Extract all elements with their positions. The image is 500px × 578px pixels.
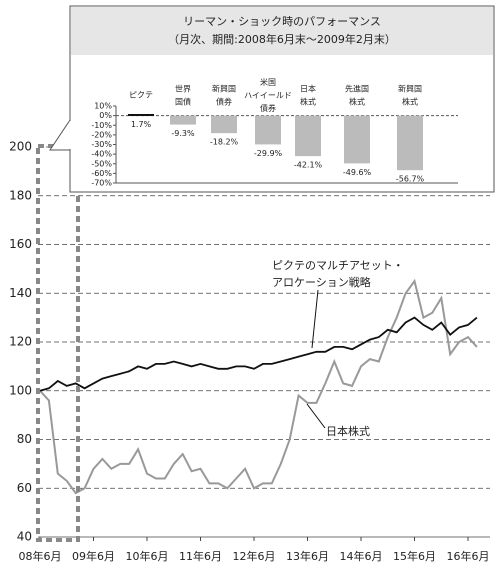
value-label: -56.7% (396, 175, 425, 184)
value-label: 1.7% (131, 120, 152, 129)
y-tick-label: -10% (91, 121, 112, 130)
bar (128, 113, 154, 116)
category-label: 世界国債 (175, 83, 191, 106)
series-annotation: 日本株式 (326, 424, 370, 438)
bar (255, 115, 281, 145)
y-tick-label: 140 (9, 286, 32, 300)
y-tick-label: -50% (91, 159, 112, 168)
inset-subtitle: （月次、期間:2008年6月末〜2009年2月末） (168, 32, 396, 46)
y-tick-label: -60% (91, 169, 112, 178)
y-tick-label: 40 (17, 530, 32, 544)
y-tick-label: 160 (9, 237, 32, 251)
value-label: -29.9% (254, 149, 283, 158)
y-tick-label: 100 (9, 383, 32, 397)
annotation-leader (311, 289, 319, 349)
y-tick-label: -20% (91, 130, 112, 139)
category-label: ピクテ (129, 91, 153, 100)
category-label: 先進国株式 (345, 83, 369, 106)
bar (211, 115, 237, 134)
highlight-box (36, 144, 80, 542)
bar (397, 115, 423, 171)
x-tick-label: 09年6月 (72, 549, 115, 563)
y-tick-label: -30% (91, 140, 112, 149)
y-tick-label: 10% (94, 102, 112, 111)
bar (170, 115, 196, 125)
value-label: -49.6% (343, 168, 372, 177)
y-tick-label: 180 (9, 188, 32, 202)
x-tick-label: 13年6月 (286, 549, 329, 563)
y-tick-label: 0% (99, 111, 112, 120)
y-tick-label: -40% (91, 150, 112, 159)
annotation-leader (306, 403, 326, 429)
x-tick-label: 08年6月 (19, 549, 62, 563)
series-line (39, 316, 478, 392)
value-label: -9.3% (171, 129, 195, 138)
x-tick-label: 11年6月 (179, 549, 222, 563)
bar (344, 115, 370, 164)
value-label: -18.2% (210, 138, 239, 147)
x-tick-label: 16年6月 (447, 549, 490, 563)
x-tick-label: 12年6月 (233, 549, 276, 563)
category-label: 日本株式 (300, 83, 316, 106)
x-tick-label: 14年6月 (340, 549, 383, 563)
y-tick-label: 120 (9, 335, 32, 349)
callout-pointer (49, 118, 71, 151)
inset-title: リーマン・ショック時のパフォーマンス (183, 15, 381, 28)
series-line (39, 278, 478, 495)
x-tick-label: 15年6月 (393, 549, 436, 563)
y-tick-label: 60 (17, 481, 32, 495)
inset-header (71, 7, 493, 55)
bar (295, 115, 321, 157)
y-tick-label: 200 (9, 140, 32, 154)
x-tick-label: 10年6月 (126, 549, 169, 563)
category-label: 米国ハイイールド債券 (244, 77, 292, 113)
value-label: -42.1% (294, 161, 323, 170)
series-annotation: ピクテのマルチアセット・アロケーション戦略 (272, 259, 404, 289)
category-label: 新興国株式 (398, 83, 422, 106)
category-label: 新興国債券 (212, 83, 236, 106)
y-tick-label: -70% (91, 179, 112, 188)
y-tick-label: 80 (17, 432, 32, 446)
